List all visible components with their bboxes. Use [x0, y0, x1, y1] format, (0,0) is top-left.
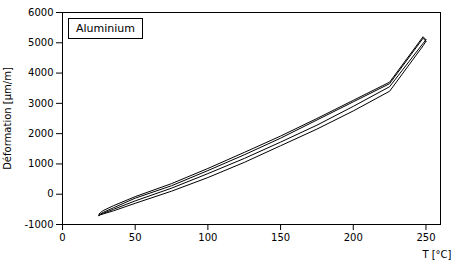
svg-text:150: 150	[271, 232, 290, 243]
svg-text:1000: 1000	[28, 158, 53, 169]
svg-text:4000: 4000	[28, 67, 53, 78]
svg-text:50: 50	[129, 232, 142, 243]
svg-text:5000: 5000	[28, 37, 53, 48]
svg-text:-1000: -1000	[24, 219, 53, 230]
svg-text:T [°C]: T [°C]	[421, 249, 451, 260]
svg-text:0: 0	[47, 188, 53, 199]
svg-text:0: 0	[59, 232, 65, 243]
svg-text:2000: 2000	[28, 128, 53, 139]
svg-text:Déformation [μm/m]: Déformation [μm/m]	[2, 67, 13, 170]
html-text:Aluminium: Aluminium	[76, 22, 135, 35]
svg-text:3000: 3000	[28, 98, 53, 109]
svg-text:100: 100	[198, 232, 217, 243]
svg-text:200: 200	[344, 232, 363, 243]
svg-text:6000: 6000	[28, 7, 53, 18]
svg-text:250: 250	[416, 232, 435, 243]
